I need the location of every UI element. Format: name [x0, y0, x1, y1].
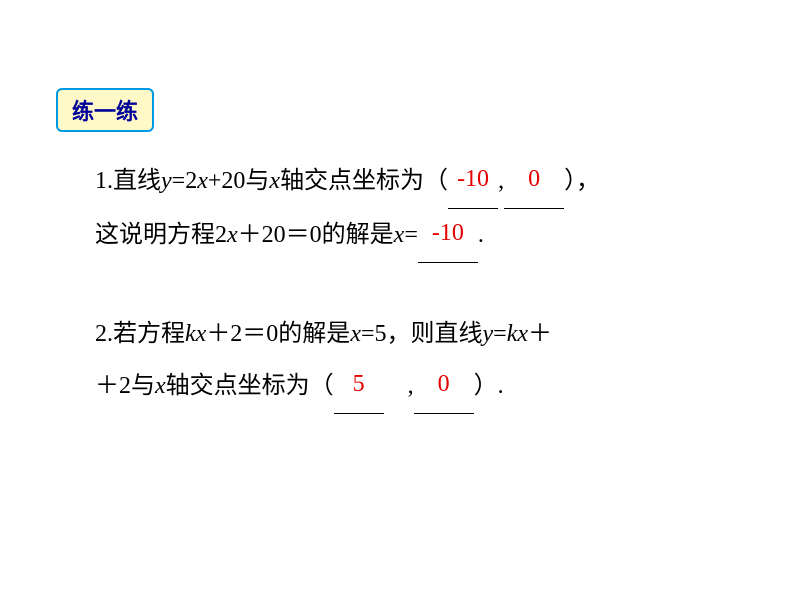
var-k: k — [507, 321, 518, 347]
practice-badge: 练一练 — [56, 88, 154, 132]
problem-2-line-2: ＋2与x轴交点坐标为（5 ,0）. — [95, 360, 715, 414]
text: +20与 — [208, 168, 270, 194]
blank-1: -10 — [448, 155, 498, 209]
answer-3: -10 — [432, 220, 464, 246]
problem-2: 2.若方程kx＋2＝0的解是x=5，则直线y=kx＋ ＋2与x轴交点坐标为（5 … — [95, 308, 715, 415]
text: ）. — [474, 373, 504, 399]
var-x: x — [196, 321, 207, 347]
text: ＋ — [528, 321, 552, 347]
text: 这说明方程2 — [95, 222, 227, 248]
text: 2.若方程 — [95, 321, 185, 347]
text: =2 — [172, 168, 198, 194]
problem-1: 1.直线y=2x+20与x轴交点坐标为（-10,0）， 这说明方程2x＋20＝0… — [95, 155, 715, 263]
content-area: 1.直线y=2x+20与x轴交点坐标为（-10,0）， 这说明方程2x＋20＝0… — [95, 155, 715, 459]
blank-2: 0 — [504, 155, 564, 209]
var-x: x — [227, 222, 238, 248]
var-y: y — [161, 168, 172, 194]
var-x: x — [350, 321, 361, 347]
text: =5，则直线 — [361, 321, 483, 347]
text: = — [493, 321, 507, 347]
blank-3: -10 — [418, 209, 478, 263]
var-x: x — [394, 222, 405, 248]
text: ＋2＝0的解是 — [206, 321, 350, 347]
problem-1-line-1: 1.直线y=2x+20与x轴交点坐标为（-10,0）， — [95, 155, 715, 209]
text: . — [478, 222, 484, 248]
answer-1: -10 — [457, 166, 489, 192]
text: = — [404, 222, 418, 248]
text: 轴交点坐标为（ — [166, 373, 334, 399]
var-x: x — [517, 321, 528, 347]
var-y: y — [483, 321, 494, 347]
blank-5: 0 — [414, 360, 474, 414]
text: ＋20＝0的解是 — [238, 222, 394, 248]
text: 1.直线 — [95, 168, 161, 194]
problem-1-line-2: 这说明方程2x＋20＝0的解是x=-10. — [95, 209, 715, 263]
text: ＋2与 — [95, 373, 155, 399]
var-x: x — [197, 168, 208, 194]
answer-4: 5 — [353, 371, 365, 397]
answer-5: 0 — [438, 371, 450, 397]
var-k: k — [185, 321, 196, 347]
var-x: x — [269, 168, 280, 194]
answer-2: 0 — [528, 166, 540, 192]
spacer — [384, 373, 408, 399]
text: ）， — [564, 168, 600, 194]
problem-2-line-1: 2.若方程kx＋2＝0的解是x=5，则直线y=kx＋ — [95, 308, 715, 361]
var-x: x — [155, 373, 166, 399]
text: 轴交点坐标为（ — [280, 168, 448, 194]
blank-4: 5 — [334, 360, 384, 414]
